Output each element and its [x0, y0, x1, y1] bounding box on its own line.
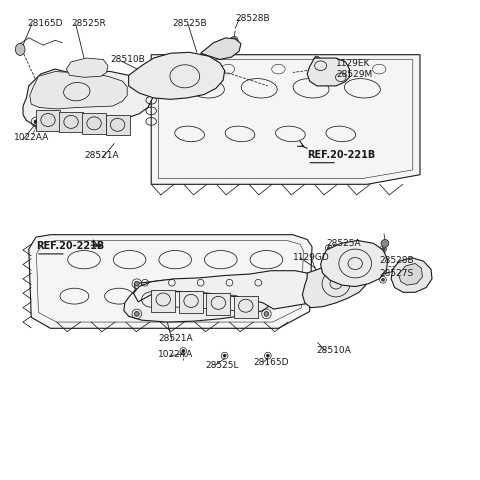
- Ellipse shape: [312, 271, 319, 278]
- Polygon shape: [59, 113, 83, 133]
- Polygon shape: [133, 271, 324, 310]
- Polygon shape: [124, 281, 271, 323]
- Text: 28527S: 28527S: [379, 268, 413, 277]
- Ellipse shape: [266, 355, 269, 357]
- Polygon shape: [30, 72, 127, 110]
- Polygon shape: [179, 292, 203, 313]
- Polygon shape: [82, 114, 106, 134]
- Polygon shape: [321, 241, 388, 287]
- Polygon shape: [151, 290, 175, 312]
- Polygon shape: [23, 70, 153, 127]
- Text: 28525B: 28525B: [173, 19, 207, 27]
- Text: 1129EK: 1129EK: [336, 59, 371, 68]
- Text: 28525A: 28525A: [326, 239, 361, 248]
- Text: 28528B: 28528B: [379, 255, 414, 264]
- Text: 28165D: 28165D: [28, 19, 63, 27]
- Ellipse shape: [264, 288, 269, 293]
- Polygon shape: [106, 116, 130, 136]
- Text: REF.20-221B: REF.20-221B: [36, 241, 104, 251]
- Polygon shape: [302, 263, 367, 308]
- Ellipse shape: [264, 312, 269, 317]
- Polygon shape: [307, 59, 349, 87]
- Polygon shape: [391, 258, 432, 293]
- Ellipse shape: [17, 48, 22, 53]
- Ellipse shape: [182, 350, 185, 353]
- Ellipse shape: [134, 312, 139, 317]
- Ellipse shape: [314, 57, 320, 63]
- Polygon shape: [36, 111, 60, 131]
- Polygon shape: [66, 59, 108, 78]
- Ellipse shape: [15, 44, 25, 56]
- Ellipse shape: [34, 121, 38, 125]
- Polygon shape: [206, 294, 230, 315]
- Text: 28528B: 28528B: [235, 14, 270, 23]
- Text: 28525L: 28525L: [205, 360, 239, 369]
- Text: 1129GD: 1129GD: [293, 252, 330, 261]
- Polygon shape: [398, 264, 422, 286]
- Text: 28165D: 28165D: [253, 357, 288, 366]
- Ellipse shape: [230, 37, 238, 45]
- Polygon shape: [201, 39, 241, 60]
- Text: 28521A: 28521A: [158, 333, 193, 342]
- Text: 28525R: 28525R: [71, 19, 106, 27]
- Ellipse shape: [328, 278, 331, 281]
- Polygon shape: [129, 53, 225, 100]
- Ellipse shape: [382, 279, 384, 282]
- Polygon shape: [234, 297, 258, 318]
- Polygon shape: [29, 235, 312, 329]
- Ellipse shape: [382, 248, 384, 251]
- Polygon shape: [151, 56, 420, 185]
- Text: 1022AA: 1022AA: [14, 132, 49, 142]
- Ellipse shape: [223, 355, 226, 357]
- Ellipse shape: [381, 240, 389, 248]
- Ellipse shape: [327, 247, 330, 250]
- Text: 28510B: 28510B: [110, 54, 145, 63]
- Text: REF.20-221B: REF.20-221B: [307, 150, 375, 160]
- Text: 1022AA: 1022AA: [158, 349, 193, 359]
- Ellipse shape: [134, 282, 139, 287]
- Text: 28529M: 28529M: [336, 70, 372, 79]
- Text: 28521A: 28521A: [84, 150, 119, 159]
- Text: 28510A: 28510A: [317, 346, 351, 355]
